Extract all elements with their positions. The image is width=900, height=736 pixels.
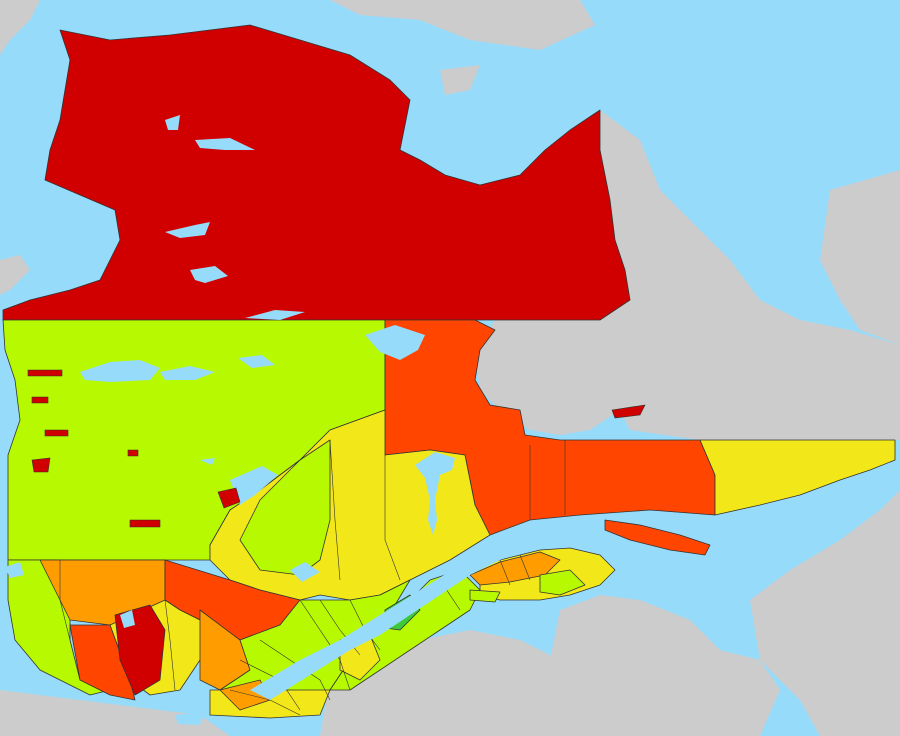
boundary-line	[384, 455, 401, 581]
region-gaspe-green-2	[469, 589, 501, 603]
lake	[80, 360, 160, 382]
region-north	[2, 24, 631, 321]
land-usa	[0, 690, 230, 736]
boundary-line	[329, 439, 341, 581]
region-gaspe-green	[539, 569, 586, 596]
lake	[120, 610, 135, 628]
region-gaspe-orange	[469, 551, 561, 586]
land-labrador-east	[820, 170, 900, 345]
enclave	[44, 429, 69, 437]
land-west-edge	[0, 255, 30, 295]
lake	[200, 458, 215, 465]
lake	[230, 466, 278, 505]
lake	[190, 266, 228, 283]
lake	[160, 366, 215, 380]
land-top-left	[0, 0, 40, 55]
lakes	[5, 115, 600, 725]
boundary-line	[519, 554, 531, 581]
land-top	[330, 0, 595, 50]
enclave	[31, 457, 51, 473]
boundary-line	[499, 559, 511, 586]
boundary-line	[59, 560, 71, 641]
coastal-enclaves	[27, 369, 646, 528]
region-southwest-red	[114, 604, 166, 696]
land-labrador	[475, 110, 900, 440]
region-lower-north-shore	[699, 439, 896, 516]
enclave	[217, 487, 241, 509]
enclave	[611, 404, 646, 419]
lake	[175, 712, 205, 725]
lake	[290, 562, 320, 582]
enclave	[27, 369, 63, 377]
lake	[238, 355, 275, 368]
lake	[245, 310, 305, 320]
lake	[5, 562, 24, 578]
lake	[195, 138, 255, 150]
region-southwest-red-orange-2	[69, 624, 136, 701]
enclave	[127, 449, 139, 457]
river-saint-lawrence	[250, 520, 600, 700]
boundary-line	[164, 599, 176, 691]
quebec-regions	[2, 24, 896, 719]
enclave	[31, 396, 49, 404]
land-newfoundland	[750, 490, 900, 736]
lake	[165, 222, 210, 238]
lake	[365, 325, 425, 360]
region-anticosti	[604, 519, 711, 556]
land-top-mid	[440, 65, 480, 95]
lake	[165, 115, 180, 130]
reservoir-manicouagan	[415, 452, 455, 535]
land-maritimes	[550, 595, 780, 736]
enclave	[129, 519, 161, 528]
